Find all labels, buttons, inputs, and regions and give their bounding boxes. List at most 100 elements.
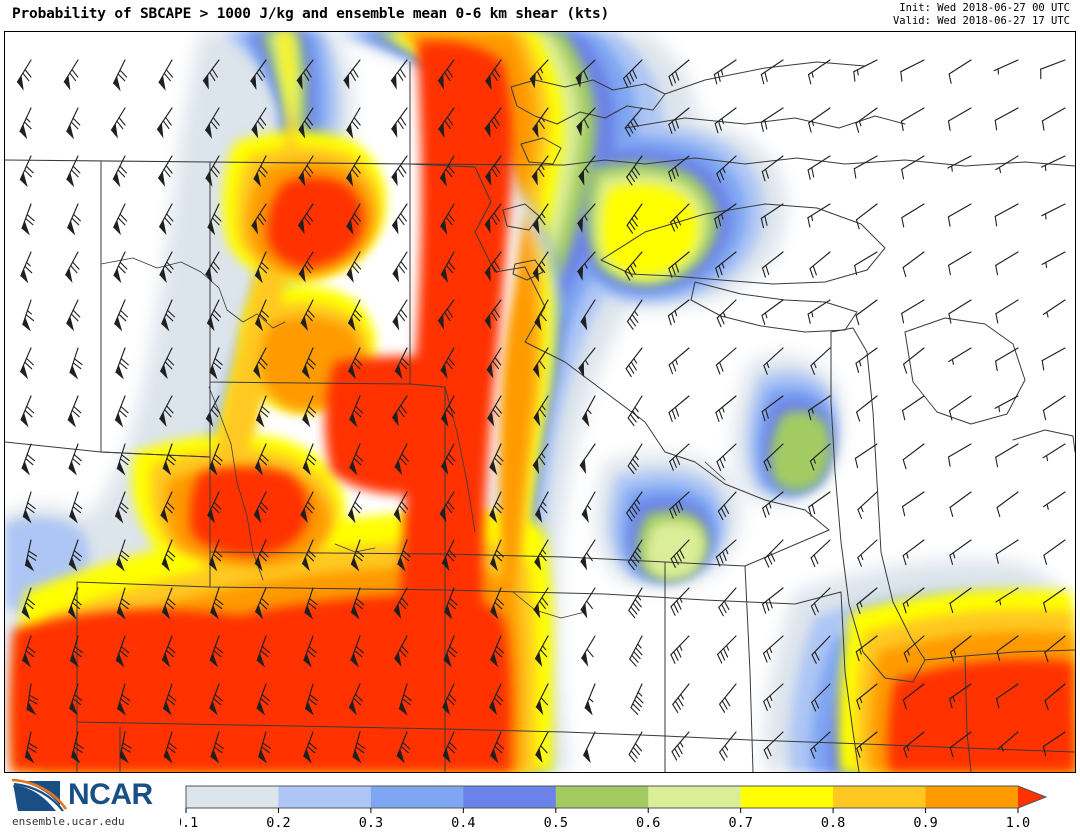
colorbar-tick-label: 0.2 [266, 815, 290, 830]
wind-barb [947, 443, 972, 467]
wind-barb [394, 443, 409, 476]
wind-barb [581, 635, 596, 667]
wind-barb [209, 635, 223, 668]
wind-barb [810, 587, 831, 616]
wind-barb [439, 155, 455, 187]
wind-barb [855, 203, 878, 230]
wind-barb [346, 155, 361, 187]
wind-barb [996, 491, 1019, 518]
wind-barb [253, 155, 268, 188]
wind-barb [576, 107, 596, 137]
wind-barb [900, 59, 925, 82]
colorbar-tick-label: 1.0 [1006, 815, 1030, 830]
wind-barb [114, 299, 128, 332]
wind-barb [994, 107, 1019, 131]
wind-barb [995, 347, 1019, 372]
colorbar-tick-label: 0.4 [451, 815, 475, 830]
wind-barb [949, 491, 972, 518]
wind-barb [624, 107, 643, 137]
wind-barb [24, 539, 38, 572]
wind-barb [627, 395, 643, 427]
wind-barb [855, 107, 878, 133]
wind-barb [437, 59, 455, 90]
wind-barb [716, 443, 737, 472]
wind-barb [443, 635, 458, 668]
wind-barb [65, 251, 80, 284]
wind-barb [584, 683, 596, 716]
wind-barb [1043, 587, 1066, 613]
wind-barb [857, 539, 878, 567]
wind-barb [761, 251, 784, 278]
wind-barb [1042, 395, 1066, 421]
wind-barb [1041, 203, 1066, 220]
wind-barb [668, 347, 690, 375]
wind-barb [853, 155, 878, 179]
colorbar-band [555, 786, 649, 808]
wind-barb [713, 59, 737, 85]
wind-barb [668, 59, 690, 87]
wind-barb [948, 59, 972, 84]
wind-barb [26, 683, 39, 716]
wind-barb [112, 155, 127, 188]
wind-barb [855, 299, 878, 326]
footer: NCAR ensemble.ucar.edu 0.10.20.30.40.50.… [0, 775, 1080, 834]
wind-barb [254, 539, 269, 572]
wind-barb [392, 299, 408, 331]
wind-barb [159, 203, 174, 236]
wind-barb [394, 635, 409, 668]
wind-barb [116, 443, 130, 476]
wind-barb [902, 587, 925, 614]
colorbar[interactable]: 0.1 0.2 0.3 0.4 0.5 0.6 0.7 0.8 0.9 1.0 [180, 782, 1072, 830]
wind-barb [670, 635, 690, 664]
wind-barb [1042, 299, 1066, 318]
wind-barb [855, 347, 878, 374]
wind-barb [347, 299, 363, 332]
wind-barb [256, 683, 270, 716]
wind-barb [485, 59, 502, 91]
wind-barb [1040, 155, 1066, 172]
ncar-logo[interactable]: NCAR ensemble.ucar.edu [6, 777, 168, 831]
wind-barb [1040, 59, 1066, 80]
wind-barb [580, 587, 596, 619]
wind-barb [1044, 635, 1066, 662]
wind-barb [994, 395, 1019, 413]
wind-barb [577, 251, 596, 281]
wind-barb [298, 251, 314, 283]
map-panel[interactable] [4, 31, 1076, 773]
wind-barb [670, 539, 690, 568]
wind-barb [158, 59, 174, 91]
wind-barb [670, 203, 690, 232]
wind-barb [1043, 539, 1066, 565]
wind-barb [715, 539, 737, 567]
wind-barb [994, 203, 1019, 227]
wind-barb [760, 59, 784, 85]
colorbar-outline [185, 785, 1048, 809]
wind-barb [398, 683, 412, 716]
wind-barb [810, 731, 831, 759]
colorbar-tick-label: 0.8 [821, 815, 845, 830]
wind-barb [210, 731, 224, 764]
wind-barb [901, 203, 925, 228]
wind-barb [671, 731, 690, 761]
wind-barb [531, 155, 549, 186]
colorbar-tick-label: 0.5 [544, 815, 568, 830]
wind-barb [807, 203, 831, 228]
wind-barb [716, 155, 737, 183]
wind-barb [163, 731, 177, 764]
wind-barb [947, 107, 972, 131]
wind-barb [69, 491, 83, 524]
wind-barb [439, 491, 455, 523]
wind-barb [158, 155, 173, 187]
wind-barb [807, 395, 831, 421]
wind-barb [995, 539, 1019, 564]
wind-barb [302, 395, 317, 428]
wind-barb [440, 347, 455, 379]
wind-barb [208, 539, 223, 572]
wind-barb [718, 587, 737, 617]
wind-barb-layer [16, 59, 1066, 764]
wind-barb [761, 395, 784, 422]
wind-barb [629, 635, 643, 667]
wind-barb [533, 587, 549, 619]
wind-barb [160, 491, 175, 524]
wind-barb [437, 299, 455, 330]
